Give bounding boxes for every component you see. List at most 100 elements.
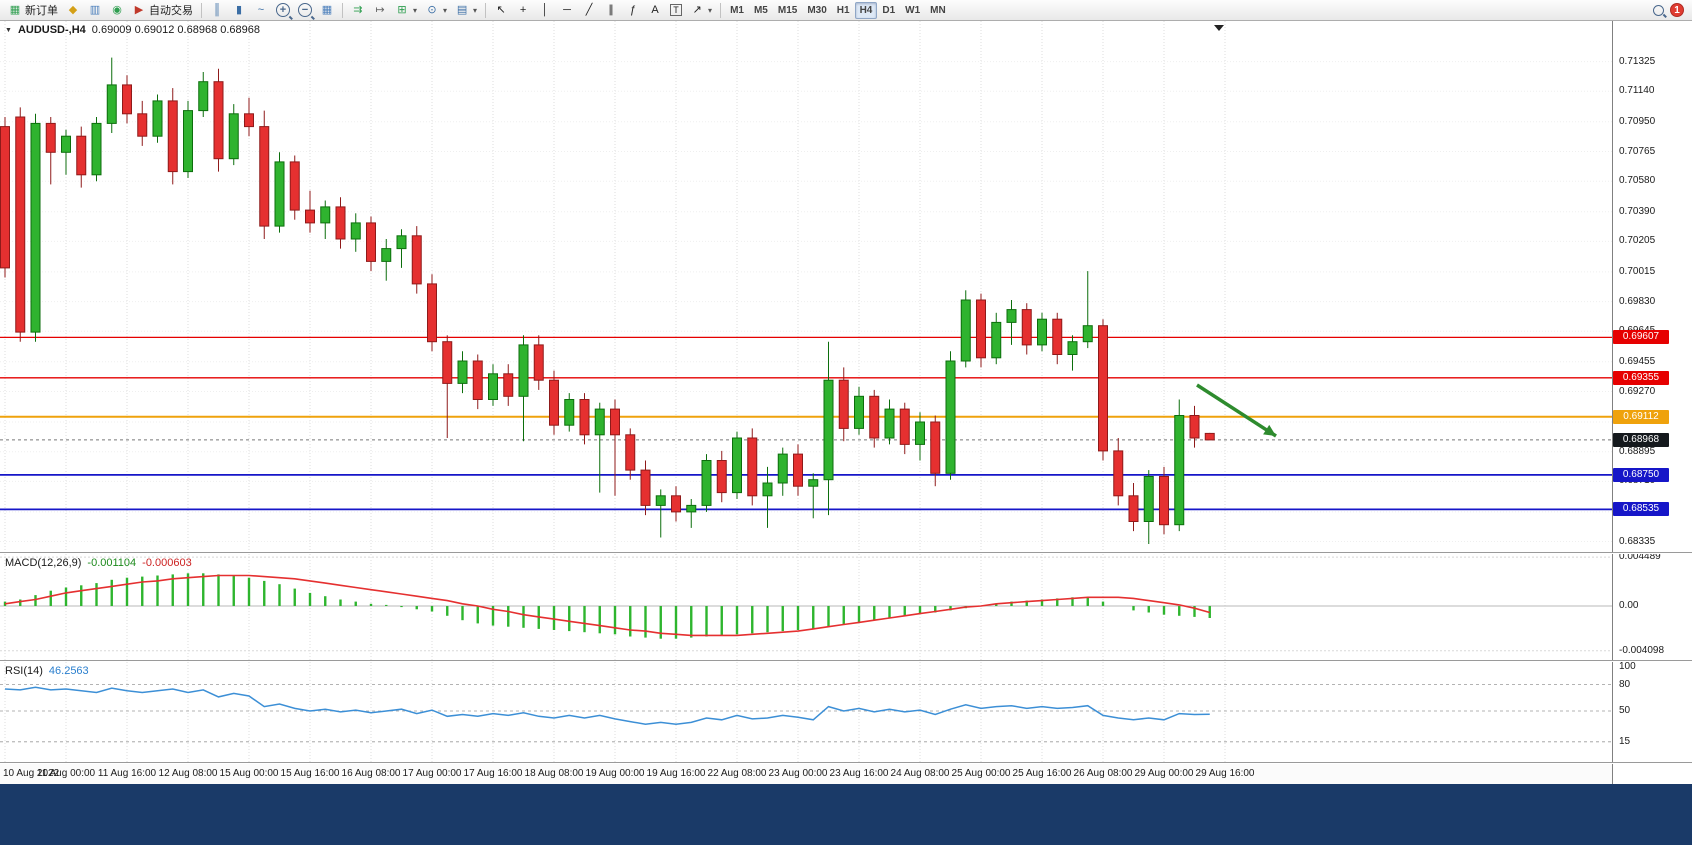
toolbar-separator xyxy=(201,2,202,18)
profile-charts-button[interactable]: ▥ xyxy=(84,1,106,19)
vertical-line-icon: │ xyxy=(541,4,549,16)
rsi-title: RSI(14) 46.2563 xyxy=(5,665,89,677)
candle-body xyxy=(1113,450,1124,497)
timeframe-h4-button[interactable]: H4 xyxy=(854,1,878,19)
candle-body xyxy=(1067,341,1078,356)
price-chart-canvas[interactable] xyxy=(0,21,1612,552)
candle-body xyxy=(518,344,529,397)
pane-splitter[interactable] xyxy=(0,660,1692,662)
text-label-button[interactable]: T xyxy=(666,1,686,19)
candle-body xyxy=(991,321,1002,359)
candle-body xyxy=(366,222,376,262)
candle-body xyxy=(1159,476,1169,526)
equidistant-channel-button[interactable]: ∥ xyxy=(600,1,622,19)
macd-pane[interactable]: MACD(12,26,9) -0.001104 -0.000603 xyxy=(0,554,1612,660)
price-pane[interactable]: ▼ AUDUSD-,H4 0.69009 0.69012 0.68968 0.6… xyxy=(0,21,1612,552)
fibonacci-button[interactable]: ƒ xyxy=(622,1,644,19)
templates-caret-icon[interactable]: ▾ xyxy=(473,5,478,15)
candle-body xyxy=(594,408,605,436)
candle-body xyxy=(396,235,407,250)
auto-scroll-button[interactable]: ⇉ xyxy=(347,1,369,19)
timeframe-m30-button[interactable]: M30 xyxy=(807,4,827,16)
trend-arrow-head xyxy=(1263,424,1276,436)
timeframe-h1-button[interactable]: H1 xyxy=(836,4,850,16)
bar-chart-button[interactable]: ║ xyxy=(206,1,228,19)
candle-body xyxy=(244,113,254,128)
candle-body xyxy=(1189,415,1200,439)
candle-body xyxy=(76,135,87,176)
tile-windows-icon: ▦ xyxy=(321,4,333,16)
rsi-canvas[interactable] xyxy=(0,662,1612,762)
pane-splitter[interactable] xyxy=(0,762,1692,764)
candle-body xyxy=(137,113,148,137)
arrows-tool-caret-icon[interactable]: ▾ xyxy=(708,5,713,15)
time-tick-label: 25 Aug 00:00 xyxy=(951,768,1011,779)
price-tick-label: 0.69455 xyxy=(1619,355,1656,367)
new-chart-caret-icon[interactable]: ▾ xyxy=(413,5,418,15)
metaeditor-button[interactable]: ◆ xyxy=(62,1,84,19)
timeframe-mn-button[interactable]: MN xyxy=(930,4,946,16)
timeframe-m15-button[interactable]: M15 xyxy=(777,4,798,16)
text-label-icon: T xyxy=(670,4,683,16)
timeframe-w1-button[interactable]: W1 xyxy=(905,4,921,16)
candle-body xyxy=(335,206,346,240)
time-tick-label: 23 Aug 16:00 xyxy=(829,768,889,779)
zoom-in-button[interactable]: + xyxy=(272,1,294,19)
candlestick-chart-button[interactable]: ▮ xyxy=(228,1,250,19)
notification-badge[interactable]: 1 xyxy=(1670,3,1684,17)
tile-windows-button[interactable]: ▦ xyxy=(316,1,338,19)
crosshair-button[interactable]: + xyxy=(512,1,534,19)
rsi-line xyxy=(4,686,1210,725)
community-button[interactable]: ◉ xyxy=(106,1,128,19)
price-scale[interactable]: 0.71325 0.71140 0.70950 0.70765 0.70580 0.703… xyxy=(1612,21,1692,784)
candle-body xyxy=(564,399,575,426)
autotrading-button[interactable]: ▶ 自动交易 xyxy=(128,1,197,19)
templates-button[interactable]: ▤ ▾ xyxy=(451,1,481,19)
pane-splitter[interactable] xyxy=(0,552,1692,554)
price-tick-label: 0.70765 xyxy=(1619,145,1656,157)
equidistant-channel-icon: ∥ xyxy=(608,4,614,16)
time-tick-label: 16 Aug 08:00 xyxy=(341,768,401,779)
price-tick-label: 0.70205 xyxy=(1619,235,1656,247)
zoom-out-button[interactable]: − xyxy=(294,1,316,19)
new-chart-button[interactable]: ⊞ ▾ xyxy=(391,1,421,19)
auto-scroll-icon: ⇉ xyxy=(353,4,363,16)
scroll-position-marker xyxy=(1214,25,1224,31)
macd-signal-line xyxy=(4,574,1210,637)
candle-body xyxy=(701,460,712,506)
trendline-button[interactable]: ╱ xyxy=(578,1,600,19)
candle-body xyxy=(854,395,864,429)
time-tick-label: 18 Aug 08:00 xyxy=(524,768,584,779)
line-chart-button[interactable]: ~ xyxy=(250,1,272,19)
trend-arrow-object[interactable] xyxy=(1196,383,1277,438)
cursor-button[interactable]: ↖ xyxy=(490,1,512,19)
macd-canvas[interactable] xyxy=(0,554,1612,660)
chart-shift-button[interactable]: ↦ xyxy=(369,1,391,19)
candle-body xyxy=(838,379,849,429)
macd-tick-label: -0.004098 xyxy=(1619,644,1665,656)
level-price-badge: 0.69355 xyxy=(1613,370,1669,385)
text-icon: A xyxy=(651,4,659,16)
text-button[interactable]: A xyxy=(644,1,666,19)
vertical-line-button[interactable]: │ xyxy=(534,1,556,19)
timeframe-m1-button[interactable]: M1 xyxy=(730,4,744,16)
rsi-pane[interactable]: RSI(14) 46.2563 xyxy=(0,662,1612,762)
periods-preset-icon: ⊙ xyxy=(427,4,437,16)
timeframe-m5-button[interactable]: M5 xyxy=(753,4,768,16)
timeframe-d1-button[interactable]: D1 xyxy=(882,4,896,16)
candle-body xyxy=(106,84,117,124)
candle-body xyxy=(579,399,590,436)
candle-body xyxy=(61,135,71,153)
periods-preset-caret-icon[interactable]: ▾ xyxy=(443,5,448,15)
candle-body xyxy=(381,248,392,262)
periods-preset-button[interactable]: ⊙ ▾ xyxy=(421,1,451,19)
chart-shift-icon: ↦ xyxy=(375,4,385,16)
macd-label: MACD(12,26,9) xyxy=(5,557,82,569)
search-icon[interactable] xyxy=(1653,4,1664,16)
time-scale[interactable]: 10 Aug 2022 11 Aug 00:00 11 Aug 16:00 12 Au… xyxy=(0,764,1612,784)
arrows-tool-button[interactable]: ↗ ▾ xyxy=(686,1,716,19)
new-order-button[interactable]: ▦ 新订单 xyxy=(4,1,62,19)
symbol-menu-icon[interactable]: ▼ xyxy=(5,26,12,34)
horizontal-line-button[interactable]: ─ xyxy=(556,1,578,19)
